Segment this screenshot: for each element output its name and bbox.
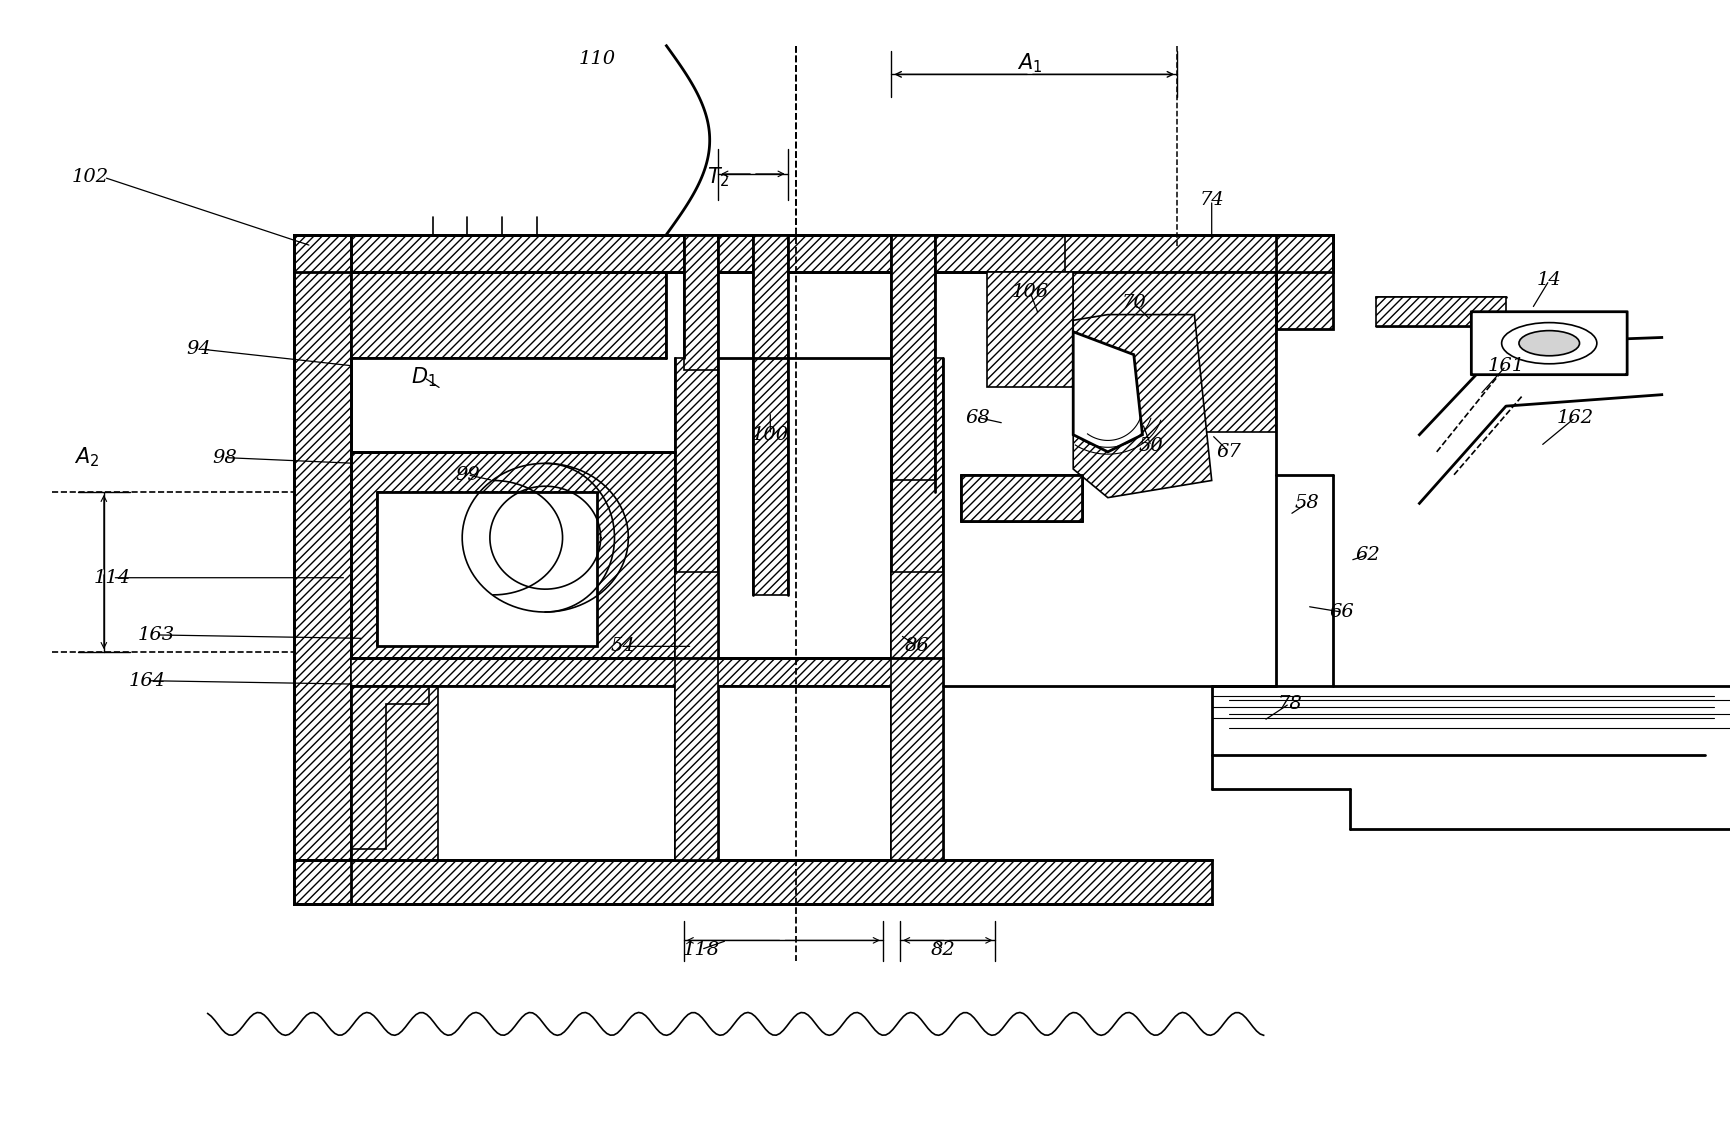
- Ellipse shape: [1500, 323, 1595, 364]
- Text: 68: 68: [965, 408, 990, 427]
- Text: 94: 94: [187, 340, 211, 358]
- Text: 162: 162: [1555, 408, 1593, 427]
- Text: 78: 78: [1277, 694, 1301, 713]
- Text: 106: 106: [1010, 283, 1048, 301]
- Polygon shape: [1073, 272, 1275, 432]
- Polygon shape: [675, 358, 718, 860]
- Text: $\mathit{A}_1$: $\mathit{A}_1$: [1017, 51, 1041, 74]
- Text: 163: 163: [137, 626, 175, 644]
- Polygon shape: [683, 235, 718, 370]
- Text: 70: 70: [1121, 294, 1145, 312]
- Text: 74: 74: [1199, 191, 1223, 209]
- Polygon shape: [351, 272, 666, 358]
- FancyBboxPatch shape: [1470, 311, 1626, 375]
- Text: 66: 66: [1329, 603, 1353, 621]
- Text: 118: 118: [682, 940, 720, 959]
- Polygon shape: [294, 235, 1332, 272]
- Text: 58: 58: [1294, 494, 1318, 513]
- Polygon shape: [675, 572, 718, 860]
- Text: 161: 161: [1486, 357, 1524, 375]
- Text: 110: 110: [578, 50, 616, 69]
- Text: 102: 102: [71, 168, 109, 186]
- Polygon shape: [377, 492, 597, 646]
- Polygon shape: [960, 475, 1081, 521]
- Text: 54: 54: [611, 637, 635, 656]
- Polygon shape: [351, 658, 943, 686]
- Ellipse shape: [1519, 331, 1578, 356]
- Polygon shape: [1064, 235, 1275, 329]
- Text: 62: 62: [1355, 546, 1379, 564]
- Text: 67: 67: [1216, 443, 1240, 461]
- Polygon shape: [294, 235, 351, 904]
- Text: 164: 164: [128, 672, 166, 690]
- Polygon shape: [351, 452, 675, 658]
- Text: 114: 114: [93, 569, 131, 587]
- Polygon shape: [351, 686, 429, 849]
- Polygon shape: [294, 860, 1211, 904]
- Polygon shape: [1275, 235, 1332, 329]
- Polygon shape: [1073, 315, 1211, 498]
- Text: 86: 86: [905, 637, 929, 656]
- Text: 14: 14: [1536, 271, 1560, 289]
- Polygon shape: [1375, 297, 1505, 326]
- Text: $\mathit{D}_1$: $\mathit{D}_1$: [412, 366, 436, 389]
- Text: 100: 100: [751, 426, 789, 444]
- Text: 99: 99: [455, 466, 479, 484]
- Polygon shape: [891, 358, 943, 860]
- Polygon shape: [1073, 332, 1142, 452]
- Polygon shape: [351, 658, 490, 860]
- Text: $\mathit{A}_2$: $\mathit{A}_2$: [74, 446, 99, 469]
- Polygon shape: [986, 272, 1073, 387]
- Text: 82: 82: [931, 940, 955, 959]
- Text: 50: 50: [1138, 437, 1163, 455]
- Polygon shape: [891, 572, 943, 860]
- Polygon shape: [891, 235, 934, 480]
- Polygon shape: [753, 235, 787, 595]
- Text: 98: 98: [213, 448, 237, 467]
- Text: $\mathit{T}_2$: $\mathit{T}_2$: [706, 166, 730, 189]
